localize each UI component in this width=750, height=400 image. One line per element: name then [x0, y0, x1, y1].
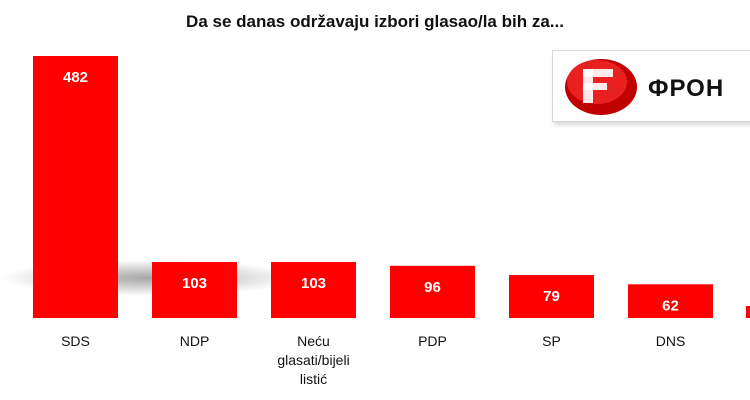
category-label-line: glasati/bijeli — [277, 352, 349, 368]
category-label-line: SDS — [61, 333, 90, 349]
category-label-5: DNS — [656, 333, 686, 349]
category-label-line: PDP — [418, 333, 447, 349]
category-label-2: Neću glasati/bijeli listić — [277, 333, 349, 387]
logo-emblem-icon — [565, 59, 637, 115]
edge-bar-fragment — [746, 306, 750, 318]
bar-5 — [628, 284, 713, 318]
category-label-3: PDP — [418, 333, 447, 349]
category-label-0: SDS — [61, 333, 90, 349]
category-label-line: SP — [542, 333, 561, 349]
bar-2 — [271, 262, 356, 318]
bar-0 — [33, 56, 118, 318]
data-label-2: 103 — [301, 275, 326, 292]
category-label-line: DNS — [656, 333, 686, 349]
data-label-3: 96 — [424, 279, 441, 296]
logo-wordmark: ФРОН — [648, 75, 725, 102]
category-label-line: listić — [300, 371, 327, 387]
data-label-5: 62 — [662, 297, 679, 314]
company-logo: ФРОН — [552, 50, 750, 122]
data-label-4: 79 — [543, 288, 560, 305]
data-label-1: 103 — [182, 275, 207, 292]
category-label-line: NDP — [180, 333, 210, 349]
bar-4 — [509, 275, 594, 318]
chart-title: Da se danas održavaju izbori glasao/la b… — [186, 12, 564, 31]
category-label-1: NDP — [180, 333, 210, 349]
bar-3 — [390, 265, 475, 318]
category-label-line: Neću — [297, 333, 330, 349]
data-label-0: 482 — [63, 69, 88, 86]
category-label-4: SP — [542, 333, 561, 349]
bar-1 — [152, 262, 237, 318]
